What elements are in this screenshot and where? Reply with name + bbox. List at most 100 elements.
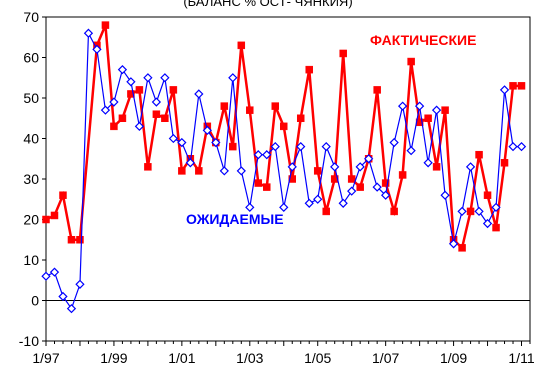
point-marker (330, 175, 339, 183)
x-tick-label: 1/03 (236, 350, 263, 366)
point-marker (126, 77, 136, 87)
point-marker (202, 125, 212, 136)
point-marker (229, 142, 237, 151)
point-marker (245, 202, 255, 212)
point-marker (322, 207, 330, 216)
point-marker (144, 163, 152, 171)
point-marker (414, 101, 425, 111)
point-marker (151, 97, 162, 107)
point-marker (313, 194, 323, 204)
point-marker (118, 114, 127, 122)
y-tick-label: 50 (23, 90, 39, 106)
point-marker (482, 218, 493, 229)
series-actual (42, 21, 526, 252)
point-marker (169, 86, 178, 94)
point-marker (262, 150, 272, 160)
point-marker (492, 223, 500, 232)
point-marker (279, 202, 289, 212)
point-marker (280, 122, 288, 131)
point-marker (458, 244, 466, 252)
plot-frame (45, 16, 531, 342)
point-marker (83, 28, 94, 38)
point-marker (390, 207, 398, 216)
y-tick-label: 70 (23, 9, 39, 25)
point-marker (296, 114, 305, 122)
point-marker (59, 191, 67, 199)
point-marker (287, 162, 297, 172)
point-marker (160, 73, 170, 83)
y-tick-label: 60 (23, 50, 39, 66)
point-marker (263, 183, 271, 191)
point-marker (431, 105, 442, 115)
point-marker (466, 207, 475, 216)
point-marker (475, 150, 483, 159)
point-marker (236, 166, 246, 176)
point-marker (304, 198, 314, 208)
point-marker (185, 158, 195, 168)
point-marker (117, 65, 128, 75)
point-marker (161, 114, 169, 122)
point-marker (432, 163, 441, 171)
y-tick-label: 40 (23, 131, 39, 147)
point-marker (397, 101, 408, 111)
legend-expected: ОЖИДАЕМЫЕ (186, 211, 284, 227)
point-marker (440, 190, 450, 200)
x-tick-label: 1/97 (32, 350, 59, 366)
point-marker (237, 41, 246, 50)
series-layer (41, 21, 527, 314)
point-marker (338, 198, 348, 208)
point-marker (152, 110, 161, 118)
point-marker (41, 271, 51, 281)
point-marker (500, 159, 509, 167)
point-marker (499, 85, 510, 95)
point-marker (246, 106, 254, 114)
point-marker (441, 106, 449, 114)
point-marker (50, 211, 59, 220)
point-marker (254, 179, 263, 187)
point-marker (406, 146, 416, 156)
point-marker (211, 137, 221, 148)
x-tick-label: 1/05 (304, 350, 331, 366)
x-tick-label: 1/09 (440, 350, 467, 366)
point-marker (270, 141, 280, 152)
point-marker (100, 105, 111, 115)
point-marker (110, 122, 118, 131)
point-marker (101, 21, 110, 29)
point-marker (76, 236, 84, 244)
x-tick-label: 1/07 (372, 350, 399, 366)
point-marker (178, 167, 186, 175)
point-marker (356, 183, 364, 191)
y-tick-label: 30 (23, 171, 39, 187)
point-marker (296, 141, 306, 152)
axes: -10 0 10 20 30 40 50 60 70 1/97 1/99 1/01 1/03 1/05 1/… (19, 9, 535, 366)
point-marker (109, 97, 119, 107)
series-expected (41, 28, 527, 314)
point-marker (517, 82, 526, 90)
point-marker (305, 65, 313, 74)
point-marker (75, 279, 85, 289)
y-tick-label: 20 (23, 212, 39, 228)
point-marker (423, 158, 433, 168)
point-marker (220, 102, 229, 110)
point-marker (448, 239, 459, 249)
point-marker (373, 86, 381, 94)
point-marker (58, 291, 68, 302)
point-marker (389, 137, 399, 148)
point-marker (271, 102, 280, 110)
point-marker (253, 150, 263, 160)
point-marker (339, 49, 347, 58)
point-marker (474, 206, 484, 217)
point-marker (509, 82, 517, 90)
point-marker (49, 267, 60, 277)
point-marker (364, 154, 374, 164)
y-tick-label: 10 (23, 252, 39, 268)
point-marker (127, 90, 135, 98)
point-marker (92, 44, 102, 55)
x-tick-label: 1/01 (168, 350, 195, 366)
point-marker (228, 73, 238, 83)
point-marker (516, 141, 527, 152)
point-marker (457, 206, 467, 217)
point-marker (381, 179, 390, 187)
point-marker (66, 303, 77, 314)
point-marker (313, 167, 322, 175)
